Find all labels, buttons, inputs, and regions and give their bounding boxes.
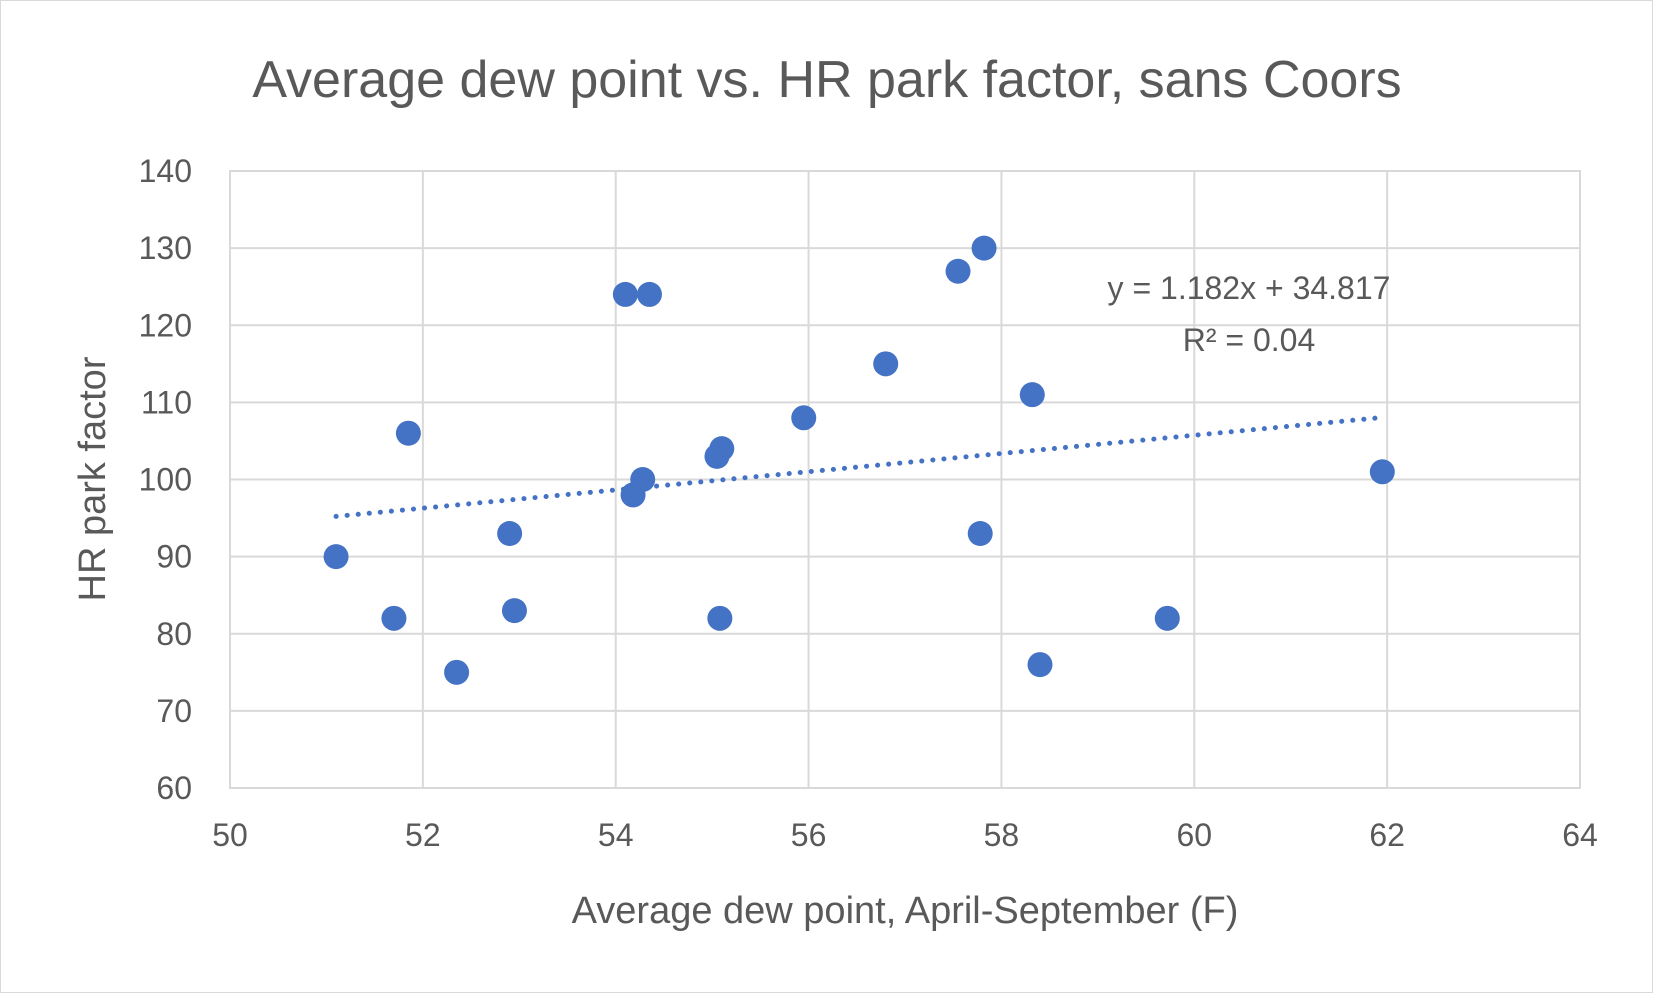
y-axis-title: HR park factor [72, 356, 114, 601]
data-point [323, 544, 349, 570]
data-point [873, 351, 899, 377]
data-point [1019, 382, 1045, 408]
trendline-r2-label: R² = 0.04 [1183, 322, 1316, 358]
data-point [612, 281, 638, 307]
data-point [1154, 605, 1180, 631]
y-tick-label: 130 [139, 230, 192, 266]
data-point [791, 405, 817, 431]
y-tick-label: 60 [156, 770, 192, 806]
y-tick-label: 120 [139, 307, 192, 343]
data-point [636, 281, 662, 307]
chart-title: Average dew point vs. HR park factor, sa… [252, 51, 1401, 109]
x-tick-label: 58 [984, 817, 1020, 853]
x-tick-label: 52 [405, 817, 441, 853]
y-tick-label: 110 [141, 384, 192, 420]
y-tick-label: 80 [156, 616, 192, 652]
data-point [971, 235, 997, 261]
x-tick-label: 56 [791, 817, 827, 853]
x-tick-label: 62 [1369, 817, 1405, 853]
x-axis-title: Average dew point, April-September (F) [572, 890, 1239, 932]
data-point [444, 659, 470, 685]
y-axis-tick-labels: 60 70 80 90 100 110 120 130 140 [139, 153, 192, 806]
plot-area-border [229, 170, 1581, 789]
trendline [333, 414, 1385, 519]
data-point [967, 520, 993, 546]
x-tick-label: 60 [1176, 817, 1212, 853]
data-point [395, 420, 421, 446]
x-axis-tick-labels: 50 52 54 56 58 60 62 64 [212, 817, 1598, 853]
data-point [707, 605, 733, 631]
data-point [945, 258, 971, 284]
y-tick-label: 90 [156, 539, 192, 575]
y-tick-label: 70 [156, 693, 192, 729]
data-point [381, 605, 407, 631]
x-tick-label: 50 [212, 817, 248, 853]
x-tick-label: 64 [1562, 817, 1598, 853]
data-point [630, 467, 656, 492]
trendline-path [333, 414, 1385, 519]
data-point [709, 436, 735, 462]
y-tick-label: 140 [139, 153, 192, 189]
x-tick-label: 54 [598, 817, 634, 853]
data-point [497, 520, 523, 546]
y-tick-label: 100 [139, 462, 192, 498]
data-point [1027, 652, 1053, 678]
trendline-equation-label: y = 1.182x + 34.817 [1108, 270, 1391, 306]
data-point [1369, 459, 1395, 485]
data-points [323, 235, 1395, 685]
data-point [501, 598, 527, 624]
